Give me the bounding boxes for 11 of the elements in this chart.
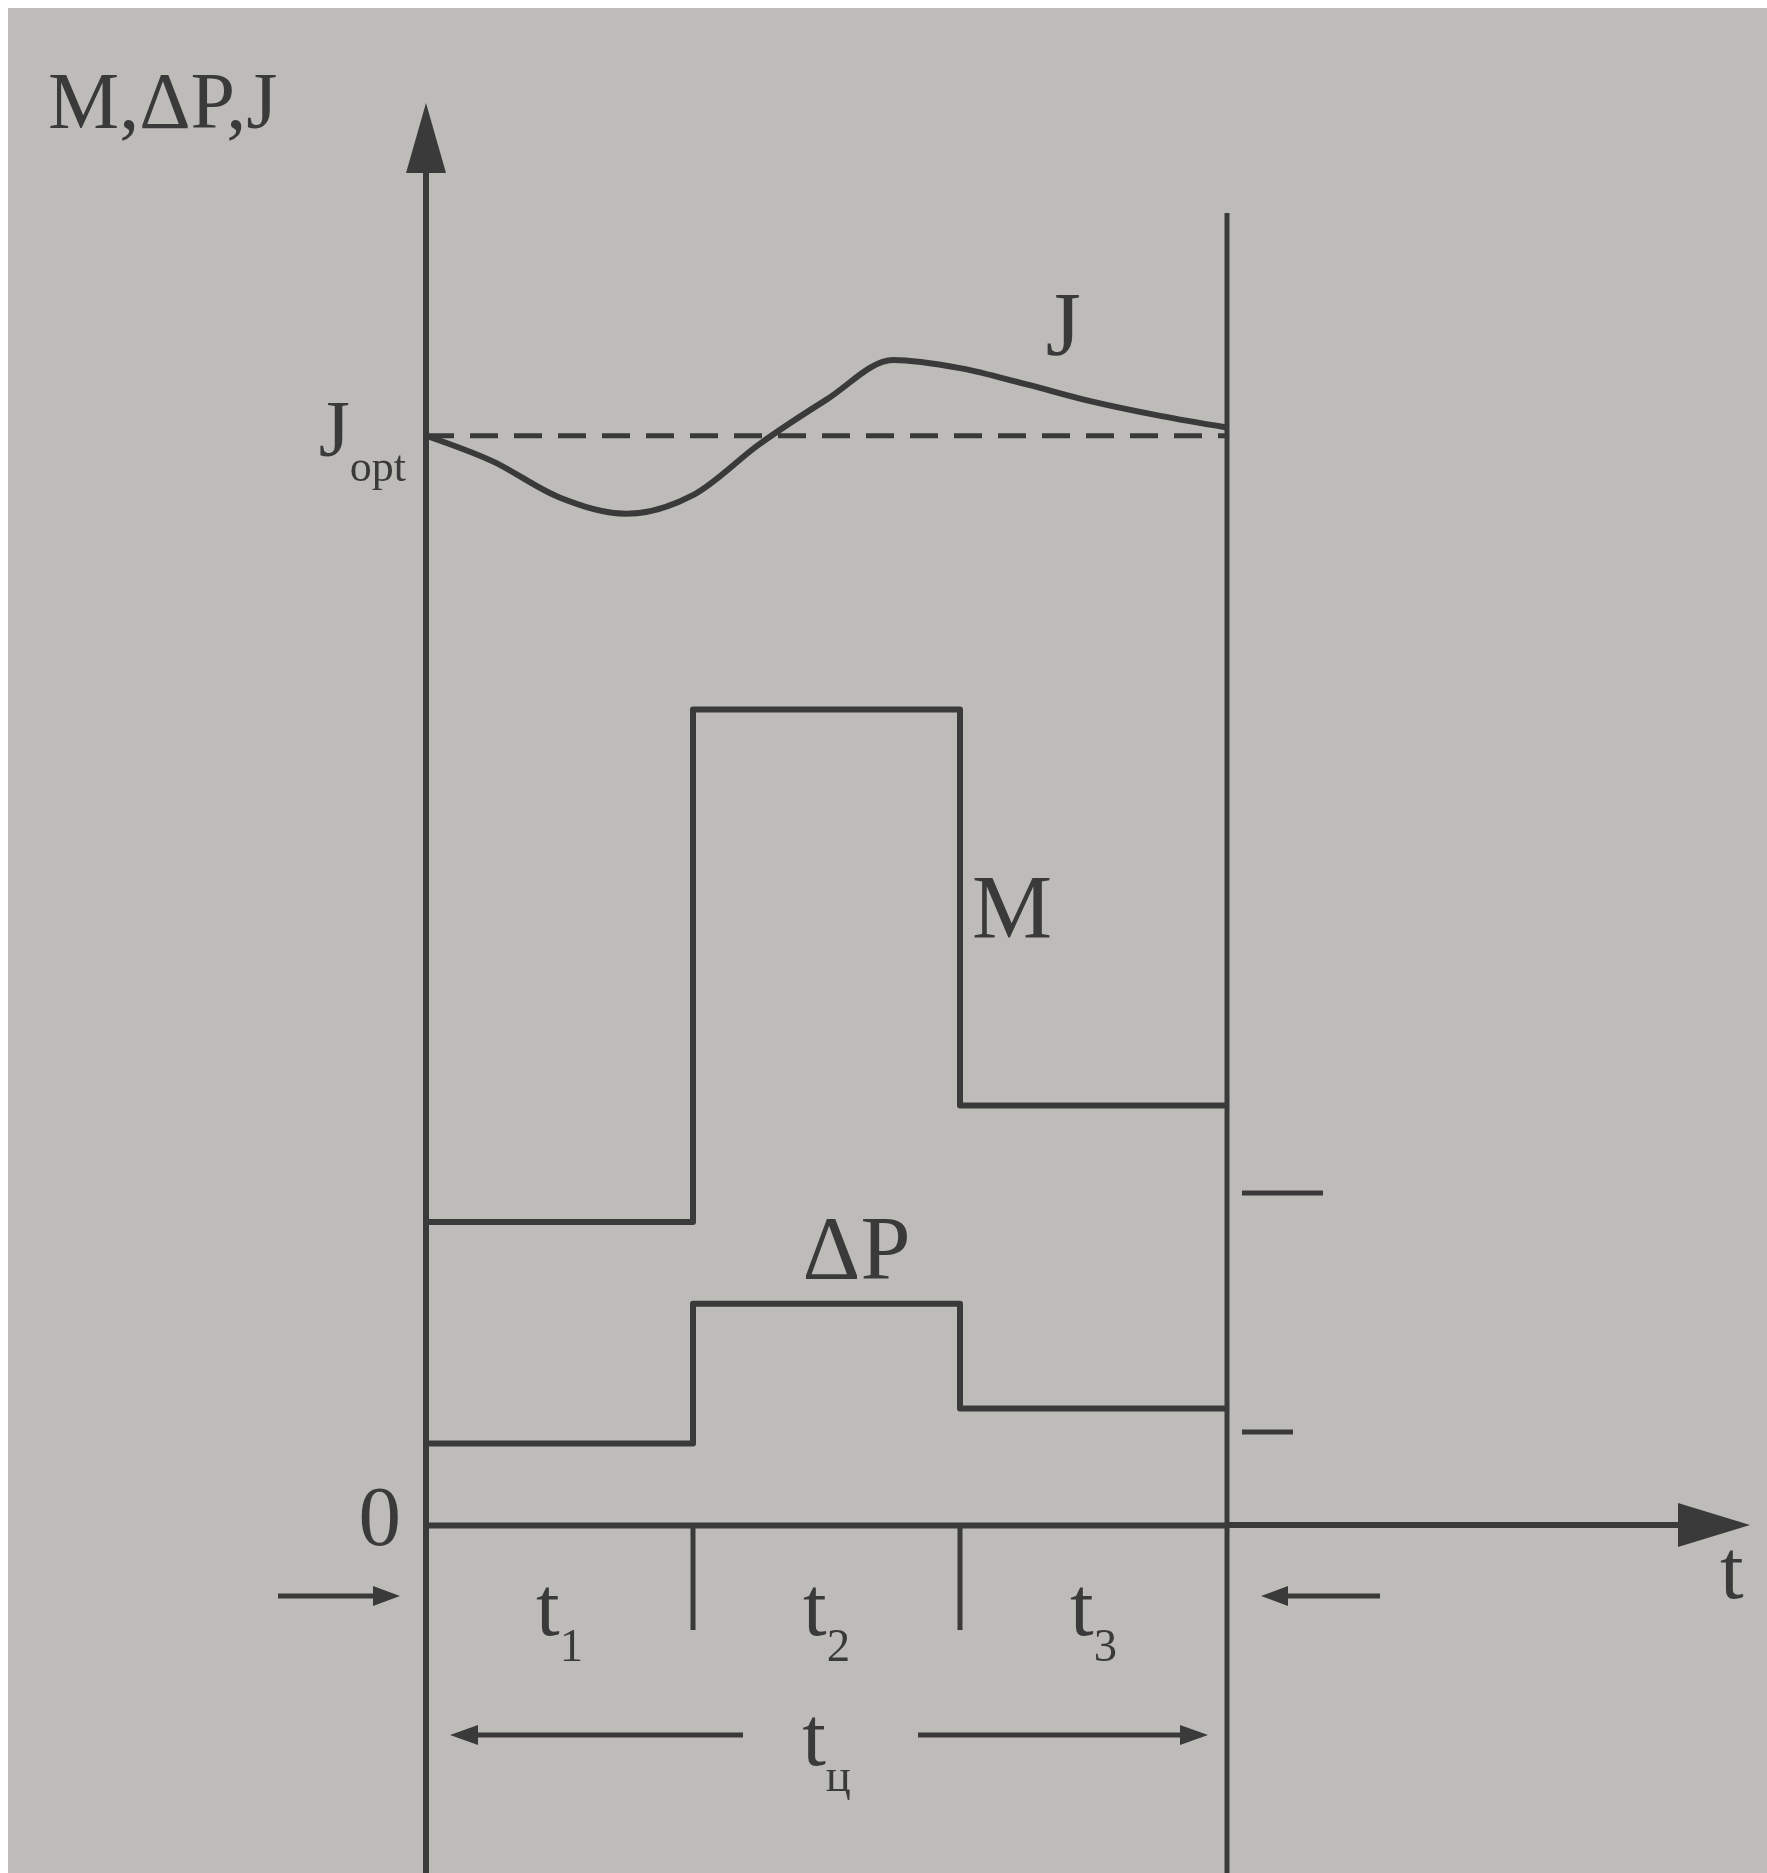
text: t$_{3}$ bbox=[1070, 1559, 1117, 1671]
series-label: J bbox=[1045, 275, 1081, 374]
text: t$_{2}$ bbox=[803, 1559, 850, 1671]
series-label: ΔP bbox=[802, 1198, 911, 1298]
text: t bbox=[1720, 1522, 1744, 1616]
y-axis-title: M,ΔP,J bbox=[48, 57, 278, 145]
series-label: M bbox=[972, 857, 1053, 957]
text: t$_{1}$ bbox=[536, 1559, 583, 1671]
text: 0 bbox=[358, 1469, 401, 1563]
text: t$_{ц}$ bbox=[802, 1689, 851, 1801]
series-label: J$_{opt}$ bbox=[318, 384, 406, 491]
